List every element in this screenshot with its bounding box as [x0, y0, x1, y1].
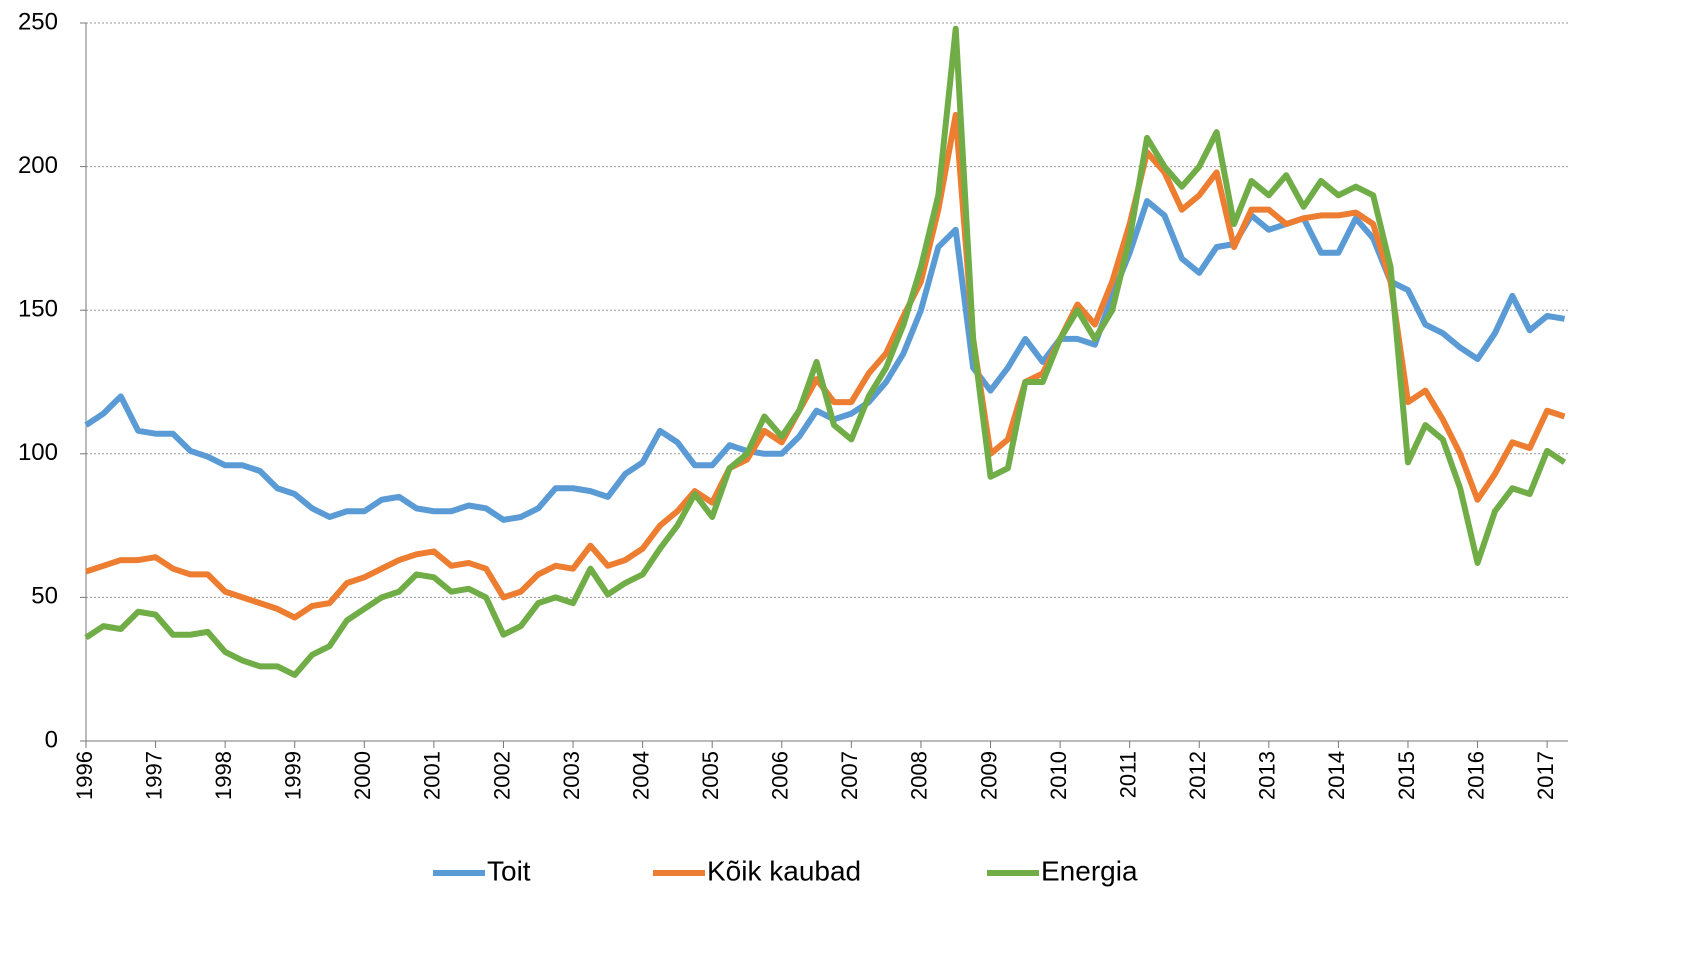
x-tick-label: 2002 [489, 751, 514, 800]
y-tick-label: 150 [18, 296, 58, 323]
y-tick-label: 50 [31, 583, 58, 610]
x-tick-label: 2013 [1255, 751, 1280, 800]
line [84, 198, 1566, 523]
x-tick-label: 2003 [559, 751, 584, 800]
x-tick-label: 2012 [1185, 751, 1210, 800]
x-tick-label: 2017 [1533, 751, 1558, 800]
x-tick-label: 2005 [698, 751, 723, 800]
x-tick-label: 2016 [1463, 751, 1488, 800]
legend-label: Toit [487, 855, 531, 886]
x-tick-label: 2010 [1046, 751, 1071, 800]
x-tick-label: 1996 [72, 751, 97, 800]
x-tick-label: 1999 [281, 751, 306, 800]
x-tick-label: 1997 [141, 751, 166, 800]
y-tick-label: 250 [18, 8, 58, 35]
x-tick-label: 2001 [420, 751, 445, 800]
x-tick-label: 2008 [907, 751, 932, 800]
line [84, 25, 1567, 678]
x-tick-label: 2006 [768, 751, 793, 800]
x-tick-label: 2015 [1394, 751, 1419, 800]
x-tick-label: 2004 [628, 751, 653, 800]
x-tick-label: 2000 [350, 751, 375, 800]
x-tick-label: 1998 [211, 751, 236, 800]
x-tick-label: 2014 [1324, 751, 1349, 800]
y-tick-label: 0 [45, 726, 58, 753]
legend-label: Energia [1041, 855, 1138, 886]
y-tick-label: 200 [18, 152, 58, 179]
legend-label: Kõik kaubad [707, 855, 861, 886]
y-tick-label: 100 [18, 439, 58, 466]
x-tick-label: 2007 [837, 751, 862, 800]
x-tick-label: 2011 [1115, 751, 1140, 798]
x-tick-label: 2009 [976, 751, 1001, 800]
